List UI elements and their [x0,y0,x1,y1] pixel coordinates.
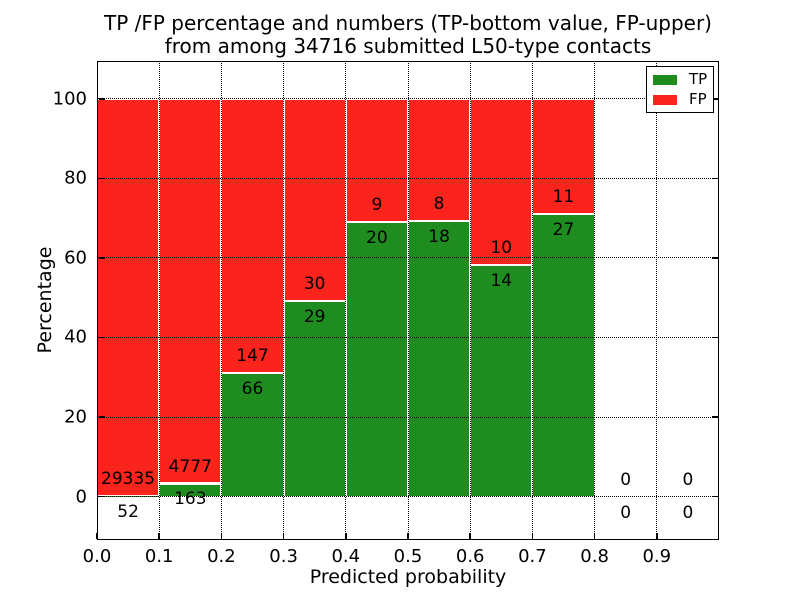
bar-segment-tp [221,373,284,497]
x-tick-label: 0.1 [144,546,174,567]
tp-count-label: 14 [490,270,513,291]
fp-color-swatch [653,94,677,105]
bar-segment-fp [408,98,471,222]
bar-segment-fp [159,98,222,484]
y-axis-tick [98,416,105,418]
bar-segment-fp [221,98,284,374]
y-tick-label: 40 [64,326,87,348]
fp-count-label: 147 [236,346,269,367]
bar-segment-tp [159,483,222,497]
gridline-vertical [531,61,533,540]
x-axis-tick [96,532,98,539]
x-axis-tick [656,532,658,539]
y-tick-label: 0 [75,486,87,508]
gridline-vertical [594,61,596,540]
gridline-vertical [469,61,471,540]
x-tick-label: 0.4 [331,546,361,567]
y-axis-tick [98,495,105,498]
y-axis-tick-right [711,336,718,339]
fp-count-label: 10 [490,237,513,258]
x-tick-label: 0.0 [82,546,112,567]
x-axis-tick [158,532,160,539]
y-tick-label: 80 [64,167,87,189]
tp-count-label: 18 [428,227,450,248]
legend-label-tp: TP [689,70,708,88]
bar-segment-tp [283,301,346,497]
tp-color-swatch [653,74,677,85]
x-axis-tick [345,532,347,539]
bar-segment-fp [97,98,160,496]
bar-segment-fp [283,98,346,302]
tp-count-label: 52 [117,501,139,522]
y-axis-tick [98,257,105,259]
x-axis-tick [469,532,471,539]
tp-count-label: 66 [241,379,264,400]
fp-count-label: 29335 [101,468,156,489]
x-tick-label: 0.2 [207,546,236,567]
gridline-vertical [158,61,160,540]
x-tick-label: 0.7 [518,546,547,567]
fp-count-label: 30 [303,274,326,295]
x-axis-tick [593,532,596,539]
y-axis-tick-right [711,177,718,180]
x-tick-label: 0.6 [455,546,485,567]
y-tick-label: 60 [64,247,87,269]
bar-segment-fp [345,98,408,223]
x-axis-tick [531,532,534,539]
gridline-vertical [220,61,222,540]
y-tick-label: 20 [64,406,87,428]
legend-entry-tp: TP [653,71,713,88]
fp-count-label: 9 [371,195,383,216]
tp-count-label: 29 [303,307,326,328]
fp-count-label: 8 [433,194,445,215]
x-axis-tick [220,532,223,539]
legend: TP FP [646,66,714,113]
x-axis-tick [407,532,409,539]
fp-count-label: 4777 [168,456,212,477]
y-axis-tick-right [711,98,718,100]
x-tick-label: 0.3 [269,546,298,567]
y-axis-tick-right [711,257,718,259]
tp-count-label: 0 [682,502,694,523]
y-axis-tick [98,177,105,180]
legend-entry-fp: FP [653,91,713,108]
gridline-vertical [407,61,409,540]
y-axis-tick-right [711,416,718,418]
x-axis-tick [282,532,285,539]
y-axis-tick [98,98,105,100]
y-axis-tick-right [711,495,718,498]
gridline-vertical [656,61,658,540]
x-axis-label: Predicted probability [309,566,507,588]
chart-title-block: TP /FP percentage and numbers (TP-bottom… [97,12,719,58]
bar-segment-tp [470,264,533,497]
chart-subtitle: from among 34716 submitted L50-type cont… [164,34,652,58]
tp-count-label: 27 [552,219,575,240]
fp-count-label: 0 [620,469,632,490]
bar-segment-fp [532,98,595,214]
tp-count-label: 0 [620,502,632,523]
tp-count-label: 20 [366,228,388,249]
fp-count-label: 0 [682,469,694,490]
fp-count-label: 11 [552,187,575,207]
x-tick-label: 0.9 [642,546,672,567]
bar-segment-tp [345,222,408,497]
chart-title: TP /FP percentage and numbers (TP-bottom… [104,11,712,35]
gridline-vertical [345,61,347,540]
bar-segment-tp [408,221,471,497]
tp-count-label: 163 [174,489,207,510]
y-tick-label: 100 [52,88,87,110]
gridline-vertical [283,61,285,540]
x-tick-label: 0.5 [393,546,423,567]
y-axis-tick [98,336,105,339]
bar-segment-tp [532,213,595,497]
legend-label-fp: FP [689,90,707,108]
x-tick-label: 0.8 [580,546,609,567]
bar-segment-fp [470,98,533,265]
